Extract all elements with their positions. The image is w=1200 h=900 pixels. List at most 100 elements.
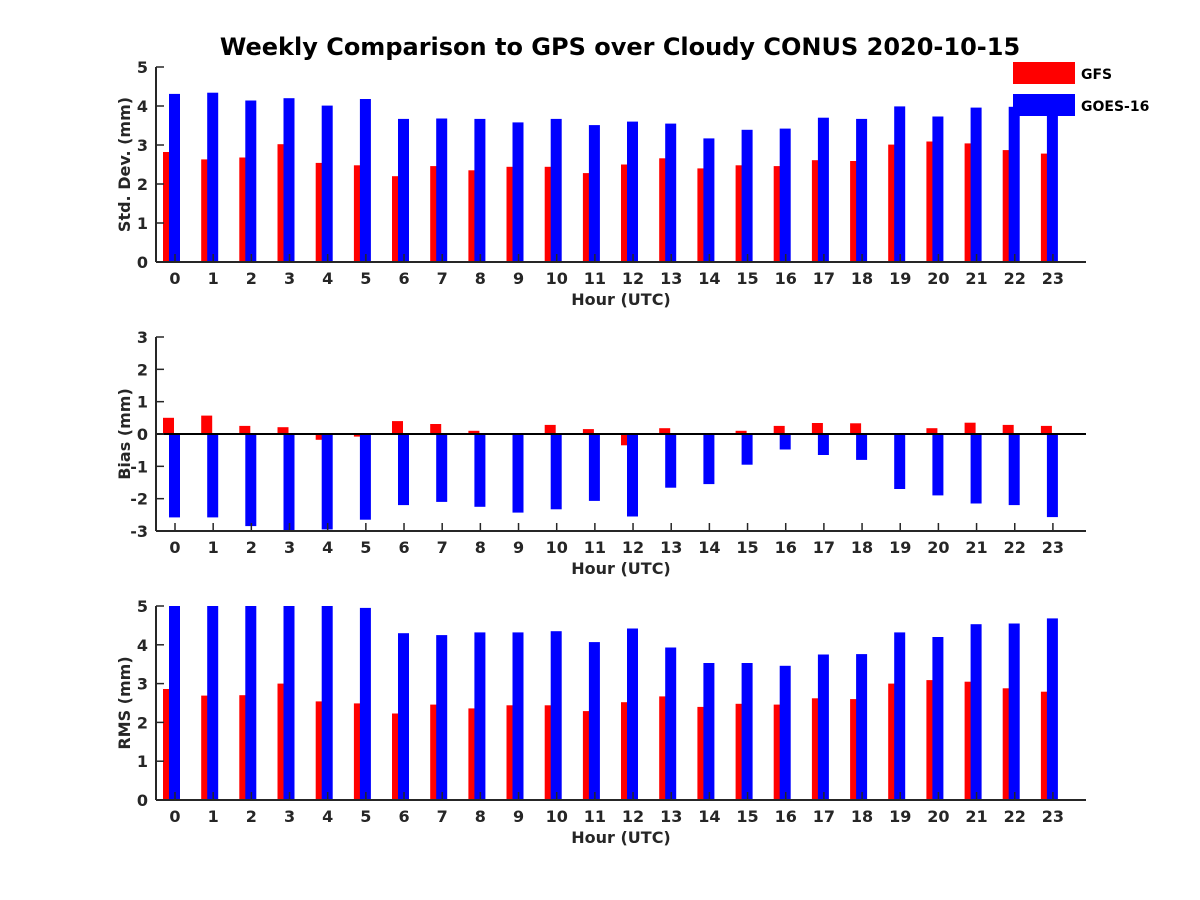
bar-goes-16-hour-21 <box>970 107 982 262</box>
x-tick-label: 19 <box>889 269 911 288</box>
bar-gfs-hour-0 <box>163 689 174 800</box>
bar-goes-16-hour-21 <box>970 434 982 504</box>
bar-gfs-hour-4 <box>315 434 327 440</box>
x-tick-label: 21 <box>965 269 987 288</box>
bar-goes-16-hour-2 <box>245 606 257 800</box>
bar-goes-16-hour-4 <box>321 105 333 262</box>
y-tick-label: 5 <box>137 58 148 77</box>
bar-gfs-hour-13 <box>659 158 671 262</box>
x-tick-label: 16 <box>775 538 797 557</box>
bar-goes-16-hour-11 <box>588 642 600 800</box>
bar-goes-16-hour-10 <box>550 631 562 800</box>
bar-gfs-hour-23 <box>1040 153 1052 262</box>
x-tick-label: 3 <box>284 269 295 288</box>
x-tick-label: 10 <box>546 538 568 557</box>
x-tick-label: 21 <box>965 538 987 557</box>
bar-gfs-hour-23 <box>1040 691 1052 800</box>
x-axis-label: Hour (UTC) <box>571 290 671 309</box>
x-tick-label: 7 <box>437 807 448 826</box>
legend-swatch-gfs <box>1013 62 1075 84</box>
bar-goes-16-hour-4 <box>321 434 333 530</box>
x-tick-label: 18 <box>851 269 873 288</box>
y-tick-label: -3 <box>130 522 148 541</box>
x-tick-label: 22 <box>1004 807 1026 826</box>
bar-gfs-hour-1 <box>201 695 213 800</box>
bar-gfs-hour-7 <box>430 424 442 434</box>
bar-gfs-hour-15 <box>735 430 747 434</box>
bar-goes-16-hour-12 <box>627 628 638 800</box>
bar-goes-16-hour-19 <box>894 106 906 263</box>
bar-gfs-hour-8 <box>468 430 480 434</box>
bar-goes-16-hour-8 <box>474 434 486 507</box>
bar-goes-16-hour-8 <box>474 632 486 800</box>
bar-goes-16-hour-21 <box>970 624 982 800</box>
x-tick-label: 14 <box>698 538 720 557</box>
x-tick-label: 7 <box>437 538 448 557</box>
bar-gfs-hour-6 <box>392 421 403 434</box>
bar-gfs-hour-2 <box>239 695 251 800</box>
x-tick-label: 17 <box>813 269 835 288</box>
x-tick-label: 22 <box>1004 538 1026 557</box>
bar-gfs-hour-3 <box>277 683 289 800</box>
x-tick-label: 3 <box>284 538 295 557</box>
bar-gfs-hour-20 <box>926 141 938 262</box>
x-axis-label: Hour (UTC) <box>571 828 671 847</box>
bar-gfs-hour-2 <box>239 425 251 434</box>
bar-goes-16-hour-2 <box>245 100 257 262</box>
bar-gfs-hour-19 <box>888 683 900 800</box>
x-tick-label: 14 <box>698 807 720 826</box>
bar-goes-16-hour-16 <box>779 128 791 262</box>
series-gfs <box>163 415 1052 446</box>
bar-gfs-hour-23 <box>1040 425 1052 434</box>
bar-goes-16-hour-11 <box>588 125 600 262</box>
x-tick-label: 21 <box>965 807 987 826</box>
x-tick-label: 5 <box>360 538 371 557</box>
x-tick-label: 23 <box>1042 538 1064 557</box>
bar-goes-16-hour-19 <box>894 632 906 800</box>
bar-goes-16-hour-5 <box>359 434 371 520</box>
panel-1: 0 1 2 3 4 5 6 7 8 9 10 11 12 13 14 15 16 17 18 19 20 21 22 23-3… <box>115 328 1086 578</box>
bar-goes-16-hour-10 <box>550 118 562 263</box>
x-tick-label: 2 <box>246 807 257 826</box>
bar-gfs-hour-14 <box>697 706 709 800</box>
x-tick-label: 1 <box>208 807 219 826</box>
bar-goes-16-hour-18 <box>856 118 868 263</box>
bar-goes-16-hour-1 <box>207 92 219 262</box>
bar-gfs-hour-10 <box>544 424 556 434</box>
bar-gfs-hour-9 <box>506 166 518 262</box>
bar-goes-16-hour-5 <box>359 99 371 262</box>
x-tick-label: 13 <box>660 269 682 288</box>
bar-goes-16-hour-4 <box>321 606 333 800</box>
bar-gfs-hour-6 <box>392 713 403 800</box>
bar-gfs-hour-22 <box>1002 424 1014 434</box>
x-tick-label: 0 <box>169 538 180 557</box>
bar-gfs-hour-15 <box>735 165 747 262</box>
x-tick-label: 11 <box>584 807 606 826</box>
y-tick-label: 4 <box>137 636 148 655</box>
bar-goes-16-hour-8 <box>474 118 486 263</box>
bar-gfs-hour-10 <box>544 705 556 800</box>
x-tick-label: 9 <box>513 538 524 557</box>
bar-goes-16-hour-12 <box>627 121 638 262</box>
bar-goes-16-hour-16 <box>779 434 791 450</box>
bar-goes-16-hour-7 <box>436 118 448 262</box>
bar-goes-16-hour-9 <box>512 632 524 800</box>
x-tick-label: 20 <box>927 269 949 288</box>
y-tick-label: 1 <box>137 393 148 412</box>
bar-gfs-hour-9 <box>506 705 518 800</box>
x-tick-label: 8 <box>475 807 486 826</box>
bar-goes-16-hour-14 <box>703 138 715 262</box>
x-tick-label: 18 <box>851 538 873 557</box>
bar-gfs-hour-14 <box>697 168 709 262</box>
x-tick-label: 16 <box>775 269 797 288</box>
bar-gfs-hour-7 <box>430 704 442 800</box>
x-tick-label: 2 <box>246 269 257 288</box>
bar-gfs-hour-6 <box>392 176 403 262</box>
legend: GFS GOES-16 <box>1013 62 1149 116</box>
series-goes-16 <box>169 606 1058 800</box>
bar-goes-16-hour-15 <box>741 434 753 465</box>
bar-gfs-hour-19 <box>888 144 900 262</box>
bar-gfs-hour-8 <box>468 708 480 800</box>
bar-gfs-hour-4 <box>315 701 327 800</box>
